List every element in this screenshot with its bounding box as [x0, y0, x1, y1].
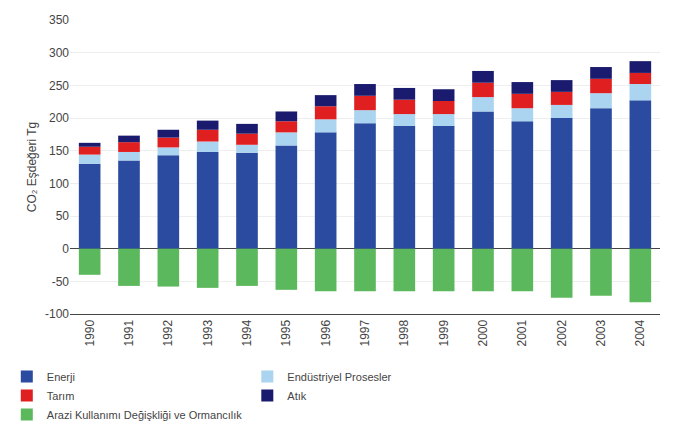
- svg-text:1990: 1990: [83, 319, 97, 346]
- svg-text:2002: 2002: [555, 319, 569, 346]
- svg-text:1992: 1992: [161, 319, 175, 346]
- svg-text:Atık: Atık: [287, 390, 306, 402]
- svg-text:1998: 1998: [397, 319, 411, 346]
- svg-text:CO₂ Eşdeğeri Tg: CO₂ Eşdeğeri Tg: [25, 122, 39, 212]
- svg-text:Endüstriyel Prosesler: Endüstriyel Prosesler: [287, 371, 391, 383]
- svg-text:Arazi Kullanımı Değişkliği ve: Arazi Kullanımı Değişkliği ve Ormancılık: [47, 409, 243, 421]
- svg-text:-100: -100: [45, 307, 69, 321]
- svg-text:300: 300: [49, 46, 69, 60]
- svg-text:Tarım: Tarım: [47, 390, 75, 402]
- svg-text:50: 50: [56, 209, 70, 223]
- svg-text:0: 0: [62, 242, 69, 256]
- svg-text:1997: 1997: [358, 319, 372, 346]
- svg-text:1991: 1991: [122, 319, 136, 346]
- svg-text:250: 250: [49, 79, 69, 93]
- svg-text:1996: 1996: [319, 319, 333, 346]
- svg-text:-50: -50: [52, 275, 70, 289]
- svg-text:1995: 1995: [279, 319, 293, 346]
- svg-text:350: 350: [49, 13, 69, 27]
- svg-text:1999: 1999: [437, 319, 451, 346]
- svg-text:150: 150: [49, 144, 69, 158]
- svg-text:Enerji: Enerji: [47, 371, 75, 383]
- svg-text:1993: 1993: [201, 319, 215, 346]
- svg-text:1994: 1994: [240, 319, 254, 346]
- svg-text:200: 200: [49, 111, 69, 125]
- svg-text:2004: 2004: [633, 319, 647, 346]
- svg-text:2000: 2000: [476, 319, 490, 346]
- svg-text:100: 100: [49, 177, 69, 191]
- svg-text:2003: 2003: [594, 319, 608, 346]
- svg-text:2001: 2001: [515, 319, 529, 346]
